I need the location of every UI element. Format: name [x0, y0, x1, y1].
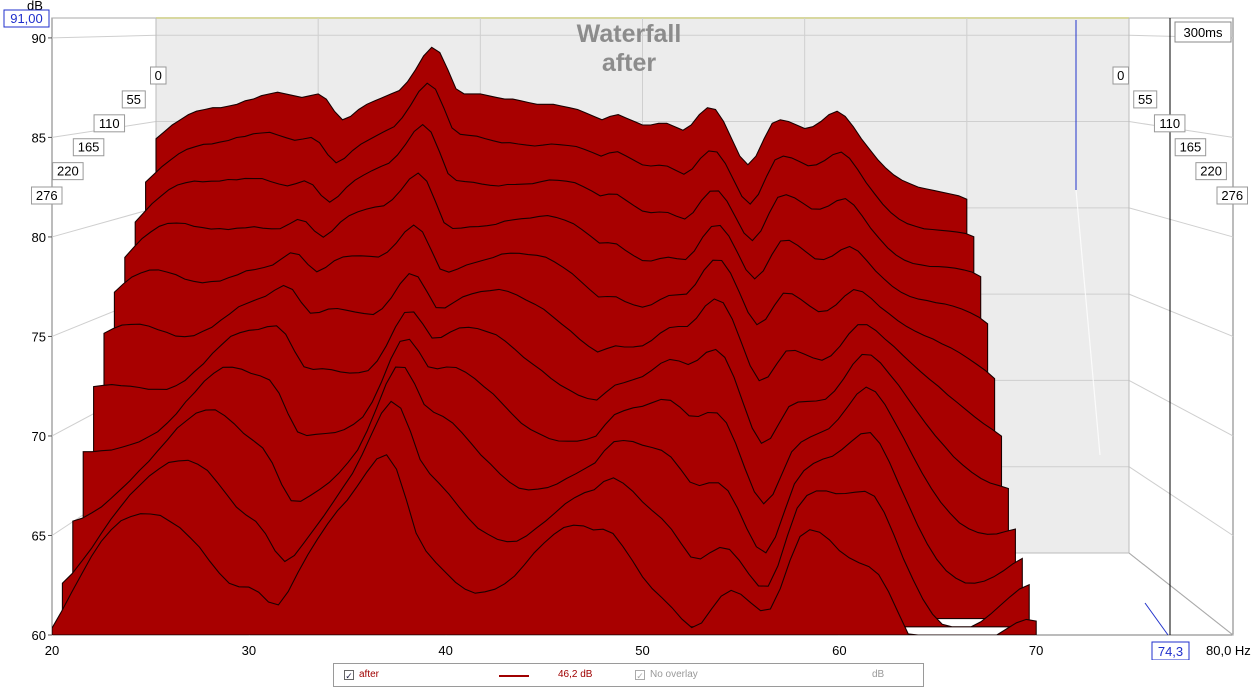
- time-box[interactable]: [1174, 21, 1232, 43]
- y-max-box[interactable]: [3, 9, 50, 28]
- time-ticks-left: 0 55 110 165 220 276: [31, 66, 167, 205]
- x-cursor-label: 74,3: [1158, 644, 1183, 659]
- y-tick-label: 80: [32, 230, 46, 245]
- y-tick-label: 70: [32, 429, 46, 444]
- time-axis-label: 300ms: [1183, 25, 1223, 40]
- x-cursor-box[interactable]: [1151, 641, 1190, 660]
- x-tick-label: 20: [45, 643, 59, 658]
- waterfall-slice-10: [52, 454, 1037, 635]
- x-tick-label: 60: [832, 643, 846, 658]
- x-tick-label: 80,0 Hz: [1206, 643, 1251, 658]
- plot-area: Waterfall after dB 91,00 300ms 908580757…: [3, 0, 1251, 660]
- time-tick-label: 276: [36, 188, 58, 203]
- x-tick-label: 30: [242, 643, 256, 658]
- time-tick-label: 165: [78, 140, 100, 155]
- y-tick-label: 90: [32, 31, 46, 46]
- time-tick-label: 0: [155, 68, 162, 83]
- x-tick-label: 70: [1029, 643, 1043, 658]
- y-tick-label: 60: [32, 628, 46, 643]
- legend-series-name: after: [359, 669, 380, 680]
- legend-overlay-label: No overlay: [650, 669, 698, 680]
- time-tick-label: 220: [1200, 164, 1222, 179]
- y-tick-label: 75: [32, 329, 46, 344]
- series-checkbox[interactable]: ✓: [344, 670, 354, 681]
- y-tick-label: 65: [32, 528, 46, 543]
- y-tick-label: 85: [32, 130, 46, 145]
- x-tick-label: 50: [635, 643, 649, 658]
- time-tick-label: 55: [1138, 92, 1152, 107]
- legend-overlay-value: dB: [872, 669, 885, 680]
- legend-series-value: 46,2 dB: [558, 669, 593, 680]
- legend-series-swatch: [499, 675, 529, 677]
- time-tick-label: 55: [127, 92, 141, 107]
- waterfall-slices: [52, 46, 1037, 635]
- y-axis-ticks: 90 85 80 75 70 65 60: [32, 31, 52, 643]
- time-tick-label: 110: [1159, 116, 1180, 131]
- x-tick-label: 40: [438, 643, 452, 658]
- overlay-checkbox[interactable]: ✓: [635, 670, 645, 681]
- time-tick-label: 220: [57, 164, 79, 179]
- x-axis-ticks: 20 30 40 50 60 70 80,0 Hz: [45, 643, 1251, 658]
- y-max-label: 91,00: [10, 11, 43, 26]
- legend: ✓ after 46,2 dB ✓ No overlay dB: [333, 663, 924, 687]
- time-tick-label: 276: [1221, 188, 1243, 203]
- time-tick-label: 110: [99, 116, 120, 131]
- chart-subtitle: after: [602, 49, 656, 77]
- time-tick-label: 165: [1180, 140, 1202, 155]
- chart-title: Waterfall: [577, 20, 682, 48]
- time-tick-label: 0: [1117, 68, 1124, 83]
